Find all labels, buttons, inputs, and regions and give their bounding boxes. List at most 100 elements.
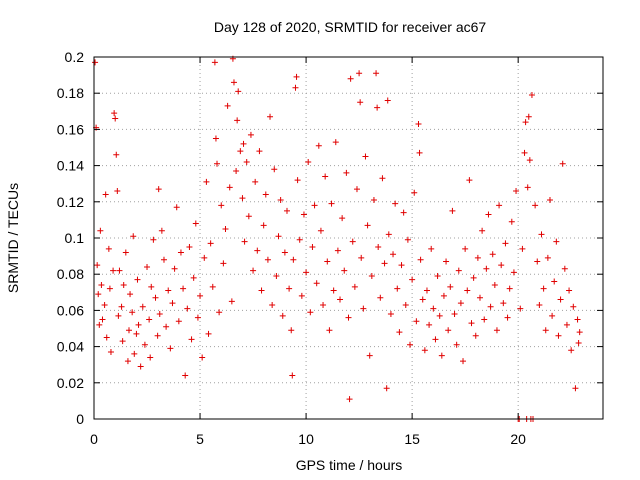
data-point xyxy=(264,256,271,263)
data-point xyxy=(536,301,543,308)
y-tick-label: 0.1 xyxy=(65,230,85,246)
data-point xyxy=(102,191,109,198)
data-point xyxy=(269,301,276,308)
data-point xyxy=(447,283,454,290)
data-point xyxy=(409,276,416,283)
y-tick-label: 0 xyxy=(76,411,84,427)
data-point xyxy=(298,292,305,299)
data-point xyxy=(485,211,492,218)
data-point xyxy=(464,287,471,294)
data-point xyxy=(546,196,553,203)
data-point xyxy=(387,311,394,318)
data-point xyxy=(154,332,161,339)
data-point xyxy=(192,220,199,227)
data-point xyxy=(230,79,237,86)
data-point xyxy=(160,256,167,263)
data-point xyxy=(356,70,363,77)
data-point xyxy=(476,294,483,301)
data-point xyxy=(289,372,296,379)
data-point xyxy=(286,285,293,292)
data-point xyxy=(381,260,388,267)
data-point xyxy=(519,245,526,252)
data-point xyxy=(305,158,312,165)
data-point xyxy=(574,316,581,323)
data-point xyxy=(438,352,445,359)
data-point xyxy=(373,70,380,77)
data-point xyxy=(390,251,397,258)
data-point xyxy=(105,245,112,252)
data-point xyxy=(411,189,418,196)
data-point xyxy=(332,139,339,146)
data-point xyxy=(116,267,123,274)
data-point xyxy=(275,233,282,240)
data-point xyxy=(400,209,407,216)
data-point xyxy=(385,231,392,238)
data-point xyxy=(194,314,201,321)
data-point xyxy=(288,327,295,334)
data-point xyxy=(415,120,422,127)
data-point xyxy=(218,202,225,209)
data-point xyxy=(434,273,441,280)
data-point xyxy=(203,178,210,185)
data-point xyxy=(330,287,337,294)
data-point xyxy=(504,314,511,321)
data-point xyxy=(522,119,529,126)
data-point xyxy=(211,59,218,66)
chart-title: Day 128 of 2020, SRMTID for receiver ac6… xyxy=(214,19,487,35)
data-point xyxy=(339,215,346,222)
data-point xyxy=(337,296,344,303)
data-point xyxy=(498,262,505,269)
data-point xyxy=(426,321,433,328)
data-point xyxy=(457,300,464,307)
data-point xyxy=(113,151,120,158)
data-point xyxy=(124,358,131,365)
data-point xyxy=(209,283,216,290)
data-point xyxy=(345,314,352,321)
data-point xyxy=(349,238,356,245)
data-point xyxy=(524,184,531,191)
data-point xyxy=(309,244,316,251)
data-point xyxy=(508,218,515,225)
y-tick-label: 0.18 xyxy=(57,85,84,101)
data-point xyxy=(180,285,187,292)
data-point xyxy=(256,148,263,155)
data-point xyxy=(165,287,172,294)
data-point xyxy=(222,225,229,232)
data-point xyxy=(247,131,254,138)
data-point xyxy=(521,149,528,156)
data-point xyxy=(557,296,564,303)
data-point xyxy=(383,385,390,392)
data-point xyxy=(392,200,399,207)
data-point xyxy=(112,115,119,122)
data-point xyxy=(377,294,384,301)
data-point xyxy=(131,350,138,357)
data-point xyxy=(419,296,426,303)
x-tick-label: 5 xyxy=(196,431,204,447)
data-point xyxy=(357,99,364,106)
data-point xyxy=(139,303,146,310)
y-tick-label: 0.04 xyxy=(57,339,84,355)
data-point xyxy=(430,305,437,312)
data-point xyxy=(92,59,99,66)
y-tick-label: 0.08 xyxy=(57,266,84,282)
data-point xyxy=(346,396,353,403)
data-point xyxy=(570,303,577,310)
data-point xyxy=(351,283,358,290)
data-point xyxy=(233,168,240,175)
data-point xyxy=(148,283,155,290)
data-point xyxy=(277,196,284,203)
data-point xyxy=(379,175,386,182)
data-point xyxy=(252,178,259,185)
data-point xyxy=(107,349,114,356)
data-point xyxy=(561,265,568,272)
x-tick-label: 0 xyxy=(90,431,98,447)
data-point xyxy=(563,321,570,328)
data-point xyxy=(182,372,189,379)
data-point xyxy=(101,301,108,308)
data-point xyxy=(417,256,424,263)
data-point xyxy=(470,274,477,281)
data-point xyxy=(572,385,579,392)
y-axis-title: SRMTID / TECUs xyxy=(5,183,21,293)
data-point xyxy=(175,318,182,325)
